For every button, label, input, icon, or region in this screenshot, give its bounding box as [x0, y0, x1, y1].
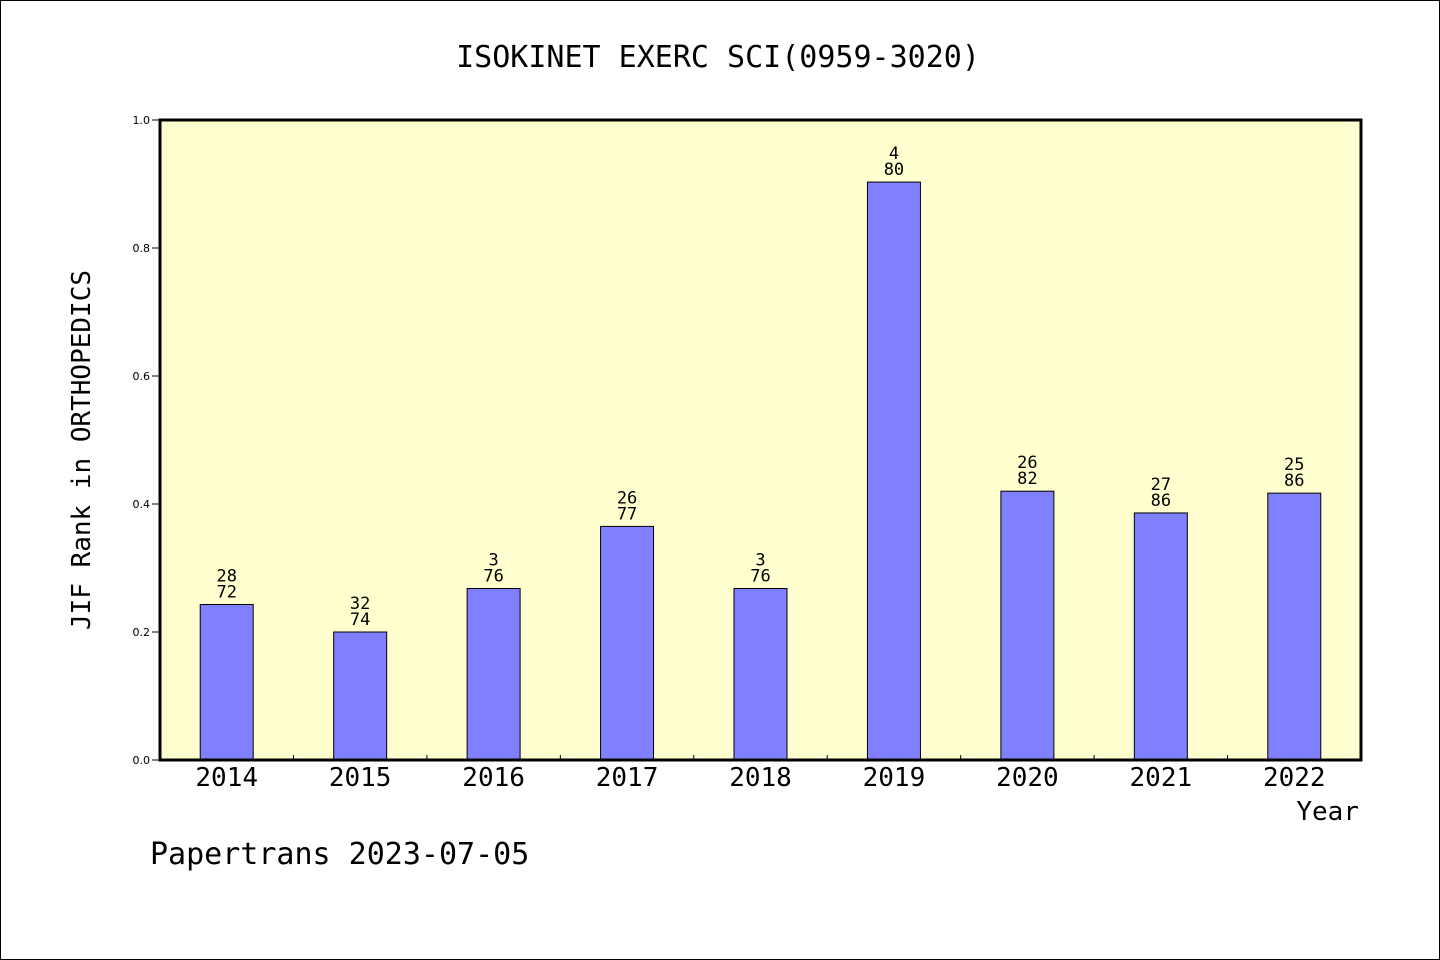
- x-axis-ticks: 2014 2015 2016 2017 2018 2019 2020 2021 2022: [195, 755, 1326, 793]
- x-tick-label-2019: 2019: [863, 763, 926, 793]
- bar-2021: [1133, 512, 1188, 761]
- footer-text: Papertrans 2023-07-05: [150, 837, 529, 872]
- bar-label-rank-2022: 25: [1284, 455, 1304, 475]
- x-tick-label-2015: 2015: [329, 763, 392, 793]
- bar-label-rank-2021: 27: [1151, 475, 1171, 495]
- y-axis-label: JIF Rank in ORTHOPEDICS: [67, 270, 97, 630]
- y-tick-label: 0.8: [133, 242, 151, 255]
- x-tick-label-2020: 2020: [996, 763, 1059, 793]
- x-tick-label-2021: 2021: [1130, 763, 1193, 793]
- plot-border: [158, 118, 1363, 762]
- bar-label-rank-2018: 3: [755, 550, 765, 570]
- bar-label-total-2016: 76: [483, 566, 503, 586]
- y-axis-ticks: 0.0 0.2 0.4 0.6 0.8 1.0: [133, 114, 160, 767]
- bar-label-rank-2014: 28: [216, 566, 236, 586]
- bar-label-total-2015: 74: [350, 610, 370, 630]
- bar-label-total-2019: 80: [884, 160, 904, 180]
- bar-2015: [333, 631, 388, 761]
- y-tick-label: 0.2: [133, 626, 151, 639]
- bar-label-total-2017: 77: [617, 504, 637, 524]
- bar-2020: [1000, 490, 1055, 761]
- y-tick-label: 0.0: [133, 754, 151, 767]
- y-tick-label: 0.6: [133, 370, 151, 383]
- bar-label-rank-2017: 26: [617, 488, 637, 508]
- y-tick-label: 0.4: [133, 498, 151, 511]
- bar-label-total-2014: 72: [216, 582, 236, 602]
- x-tick-label-2017: 2017: [596, 763, 659, 793]
- chart-title: ISOKINET EXERC SCI(0959-3020): [456, 40, 980, 75]
- y-tick-label: 1.0: [133, 114, 151, 127]
- bar-2014: [199, 603, 254, 761]
- x-axis-label: Year: [1296, 797, 1359, 827]
- bar-label-total-2021: 86: [1151, 491, 1171, 511]
- x-tick-label-2018: 2018: [729, 763, 792, 793]
- bar-2017: [600, 525, 655, 761]
- bar-2022: [1267, 492, 1322, 761]
- bar-label-total-2018: 76: [750, 566, 770, 586]
- bar-label-rank-2016: 3: [488, 550, 498, 570]
- x-tick-label-2016: 2016: [462, 763, 525, 793]
- bar-label-total-2020: 82: [1017, 469, 1037, 489]
- bar-label-total-2022: 86: [1284, 471, 1304, 491]
- bar-2016: [466, 587, 521, 761]
- bar-label-rank-2019: 4: [889, 144, 899, 164]
- x-tick-label-2022: 2022: [1263, 763, 1326, 793]
- bar-label-rank-2020: 26: [1017, 453, 1037, 473]
- bar-2019: [866, 181, 921, 761]
- x-tick-label-2014: 2014: [195, 763, 258, 793]
- bar-label-rank-2015: 32: [350, 594, 370, 614]
- bar-2018: [733, 587, 788, 761]
